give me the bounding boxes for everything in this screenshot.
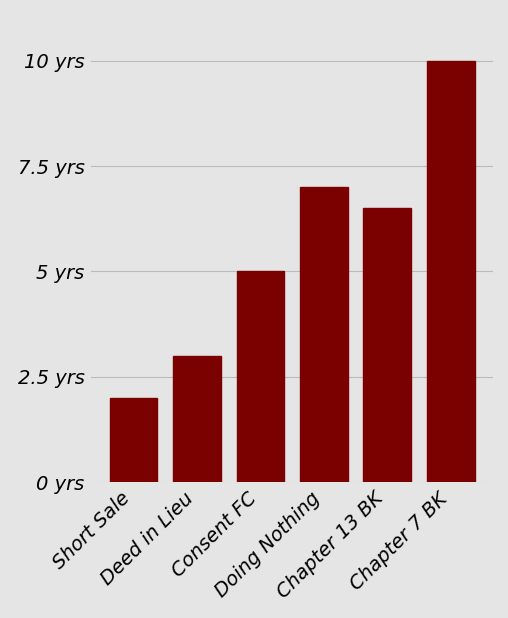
Bar bbox=[110, 398, 157, 482]
Bar bbox=[427, 61, 474, 482]
Bar bbox=[364, 208, 411, 482]
Bar bbox=[173, 355, 220, 482]
Bar bbox=[237, 271, 284, 482]
Bar bbox=[300, 187, 347, 482]
